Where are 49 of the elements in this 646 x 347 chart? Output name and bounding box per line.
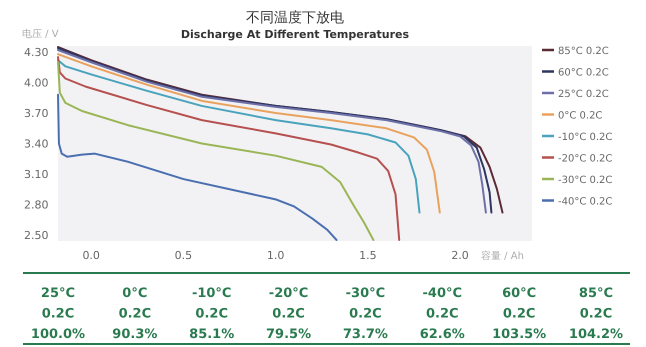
text: 100.0%	[30, 327, 86, 342]
text: 0.2C	[118, 306, 152, 322]
text: 60°C	[502, 286, 536, 301]
text: 0°C	[122, 286, 148, 301]
legend-label: 25°C 0.2C	[558, 89, 609, 100]
text: 0.2C	[42, 306, 74, 322]
legend-label: 85°C 0.2C	[558, 46, 609, 57]
line-series	[57, 94, 338, 241]
x-tick-label: 2.0	[451, 249, 469, 262]
y-tick-label: 3.10	[24, 168, 48, 181]
chart-title: 不同温度下放电	[246, 10, 344, 26]
legend-label: -40°C 0.2C	[558, 196, 612, 208]
text: 103.5%	[492, 327, 546, 342]
text: 73.7%	[342, 327, 388, 342]
text: -10°C	[192, 286, 232, 301]
y-axis-title: 电压 / V	[22, 28, 59, 40]
text: 62.6%	[420, 327, 465, 342]
text: 0.2C	[502, 306, 536, 322]
x-tick-label: 1.5	[359, 249, 377, 262]
y-tick-label: 4.00	[24, 76, 48, 90]
y-tick-label: 2.50	[24, 228, 48, 242]
y-tick-label: 3.70	[24, 107, 48, 120]
legend-label: -20°C 0.2C	[558, 154, 612, 164]
text: 85.1%	[189, 327, 234, 342]
text: 0.2C	[349, 306, 382, 322]
chart-subtitle: Discharge At Different Temperatures	[180, 28, 410, 41]
x-axis-title: 容量 / Ah	[481, 250, 524, 262]
text: 104.2%	[568, 327, 624, 342]
text: 0.2C	[195, 306, 228, 322]
text: 25°C	[40, 286, 76, 301]
legend-label: -10°C 0.2C	[558, 132, 612, 143]
x-tick-label: 0.0	[82, 249, 100, 262]
text: 79.5%	[266, 327, 312, 342]
text: -40°C	[422, 286, 462, 301]
legend-label: 60°C 0.2C	[558, 68, 609, 78]
text: 0.2C	[580, 306, 612, 322]
x-tick-label: 1.0	[266, 249, 284, 262]
legend-label: 0°C 0.2C	[558, 110, 602, 122]
text: -30°C	[346, 286, 386, 301]
text: 85°C	[578, 286, 614, 301]
y-tick-label: 4.30	[24, 46, 48, 60]
y-tick-label: 2.80	[24, 198, 48, 212]
legend-label: -30°C 0.2C	[558, 175, 612, 186]
text: 90.3%	[112, 327, 158, 342]
x-tick-label: 0.5	[174, 249, 192, 262]
text: 0.2C	[426, 306, 459, 322]
text: 0.2C	[272, 306, 305, 322]
text: -20°C	[268, 286, 308, 301]
y-tick-label: 3.40	[24, 138, 48, 150]
